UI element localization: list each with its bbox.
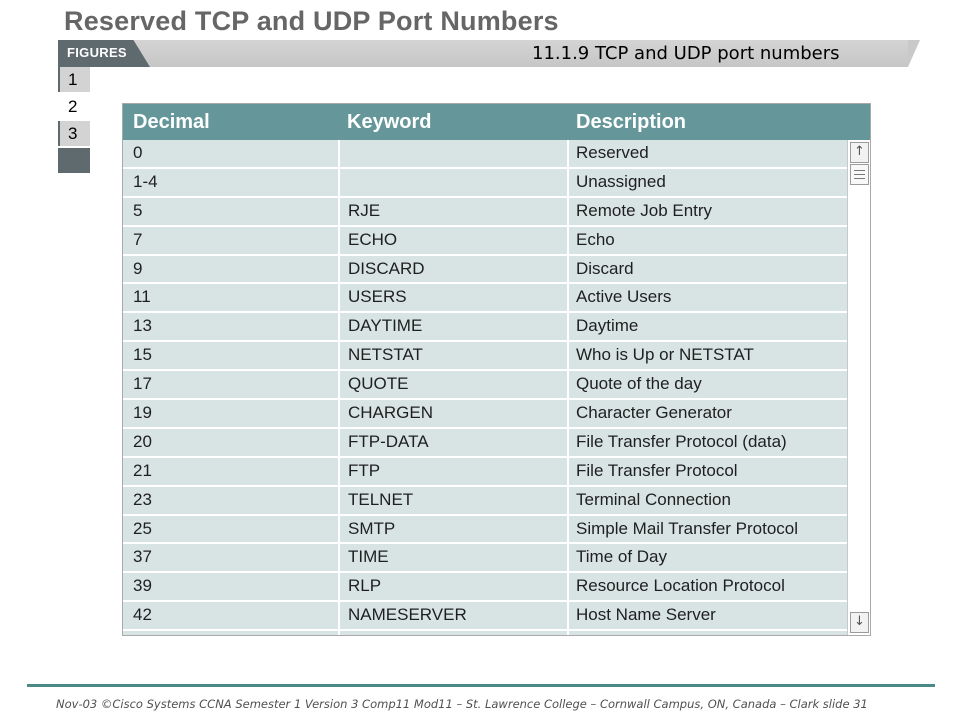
cell-keyword: CHARGEN [348,403,434,423]
cell-keyword: DISCARD [348,258,425,278]
table-row: 5 RJE Remote Job Entry [123,198,847,227]
cell-decimal: 23 [133,489,152,509]
cell-description: Active Users [576,287,672,307]
cell-description: Daytime [576,316,639,336]
header-keyword: Keyword [347,111,432,133]
cell-decimal: 39 [133,576,152,596]
table-header: Decimal Keyword Description [123,104,870,140]
table-row: 9 DISCARD Discard [123,256,847,285]
table-row: 15 NETSTAT Who is Up or NETSTAT [123,342,847,372]
table-row: 19 CHARGEN Character Generator [123,400,847,429]
figure-tab-2[interactable]: 2 [58,94,90,119]
cell-keyword: FTP [348,460,381,480]
cell-keyword: ECHO [348,229,398,249]
table-row: 13 DAYTIME Daytime [123,313,847,343]
scroll-down-button[interactable]: ↓ [850,612,869,633]
cell-description: Remote Job Entry [576,200,713,220]
scroll-thumb[interactable] [850,164,869,185]
arrow-down-icon: ↓ [854,614,865,629]
table-row: 23 TELNET Terminal Connection [123,487,847,516]
cell-keyword: SMTP [348,518,396,538]
cell-decimal: 20 [133,431,152,451]
page-title: Reserved TCP and UDP Port Numbers [64,6,559,36]
cell-description: Echo [576,229,615,249]
column-divider [338,140,340,635]
footer-text: Nov-03 ©Cisco Systems CCNA Semester 1 Ve… [56,697,868,711]
cell-keyword: TELNET [348,489,414,509]
cell-decimal: 19 [133,403,152,423]
figures-bar-tail [908,40,920,67]
table-row: 7 ECHO Echo [123,227,847,256]
cell-description: Quote of the day [576,374,702,394]
cell-description: Simple Mail Transfer Protocol [576,518,799,538]
cell-description: Character Generator [576,403,732,423]
cell-decimal: 15 [133,345,152,365]
footer-rule [27,684,935,687]
cell-keyword: RLP [348,576,382,596]
cell-description: File Transfer Protocol [576,460,738,480]
section-title: 11.1.9 TCP and UDP port numbers [532,43,840,64]
cell-keyword: USERS [348,287,407,307]
cell-keyword: FTP-DATA [348,431,429,451]
port-table: Decimal Keyword Description 0 Reserved 1-4… [122,103,871,636]
vertical-scrollbar[interactable]: ↑ ↓ [847,140,870,635]
cell-description: File Transfer Protocol (data) [576,431,787,451]
cell-description: Time of Day [576,547,668,567]
column-divider [567,140,569,635]
cell-description: Unassigned [576,171,666,191]
figures-tab: FIGURES [58,40,150,67]
table-row: 11 USERS Active Users [123,284,847,314]
cell-keyword: DAYTIME [348,316,423,336]
cell-decimal: 37 [133,547,152,567]
cell-decimal: 0 [133,143,143,162]
header-decimal: Decimal [133,111,210,133]
cell-decimal: 9 [133,258,143,278]
cell-decimal: 25 [133,518,152,538]
cell-keyword: NETSTAT [348,345,423,365]
table-row: 17 QUOTE Quote of the day [123,371,847,401]
table-row: 42 NAMESERVER Host Name Server [123,602,847,632]
table-row: 25 SMTP Simple Mail Transfer Protocol [123,516,847,545]
cell-description: Discard [576,258,634,278]
header-description: Description [576,111,687,133]
cell-description: Terminal Connection [576,489,731,509]
figure-tab-3[interactable]: 3 [58,121,90,146]
figure-nav-end [58,148,90,173]
figure-tab-1[interactable]: 1 [58,67,90,92]
cell-description: Who is Up or NETSTAT [576,345,754,365]
cell-decimal: 13 [133,316,152,336]
cell-decimal: 5 [133,200,143,220]
arrow-up-icon: ↑ [854,144,865,159]
cell-decimal: 7 [133,229,143,249]
table-row: 1-4 Unassigned [123,169,847,198]
cell-keyword: QUOTE [348,374,409,394]
table-body: 0 Reserved 1-4 Unassigned 5 RJE Remote Job Ent… [123,140,847,635]
table-row: 21 FTP File Transfer Protocol [123,458,847,487]
scroll-up-button[interactable]: ↑ [850,142,869,163]
table-row: 37 TIME Time of Day [123,544,847,574]
cell-description: Resource Location Protocol [576,576,785,596]
cell-keyword: NAMESERVER [348,605,467,625]
figures-label: FIGURES [67,45,127,60]
cell-decimal: 21 [133,460,152,480]
cell-keyword: RJE [348,200,381,220]
table-row: 0 Reserved [123,140,847,169]
cell-keyword: TIME [348,547,389,567]
cell-decimal: 42 [133,605,152,625]
cell-description: Reserved [576,143,649,162]
table-row: 39 RLP Resource Location Protocol [123,573,847,603]
cell-description: Host Name Server [576,605,716,625]
table-row: 20 FTP-DATA File Transfer Protocol (data) [123,429,847,458]
cell-decimal: 1-4 [133,171,158,191]
cell-decimal: 17 [133,374,152,394]
cell-decimal: 11 [133,287,151,307]
figures-bar [58,40,920,67]
